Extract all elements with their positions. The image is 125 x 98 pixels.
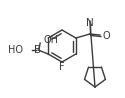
Text: N: N bbox=[86, 18, 94, 28]
Text: HO: HO bbox=[8, 45, 23, 55]
Text: B: B bbox=[34, 45, 41, 55]
Text: O: O bbox=[102, 31, 110, 41]
Text: F: F bbox=[59, 63, 65, 73]
Text: OH: OH bbox=[43, 34, 58, 44]
